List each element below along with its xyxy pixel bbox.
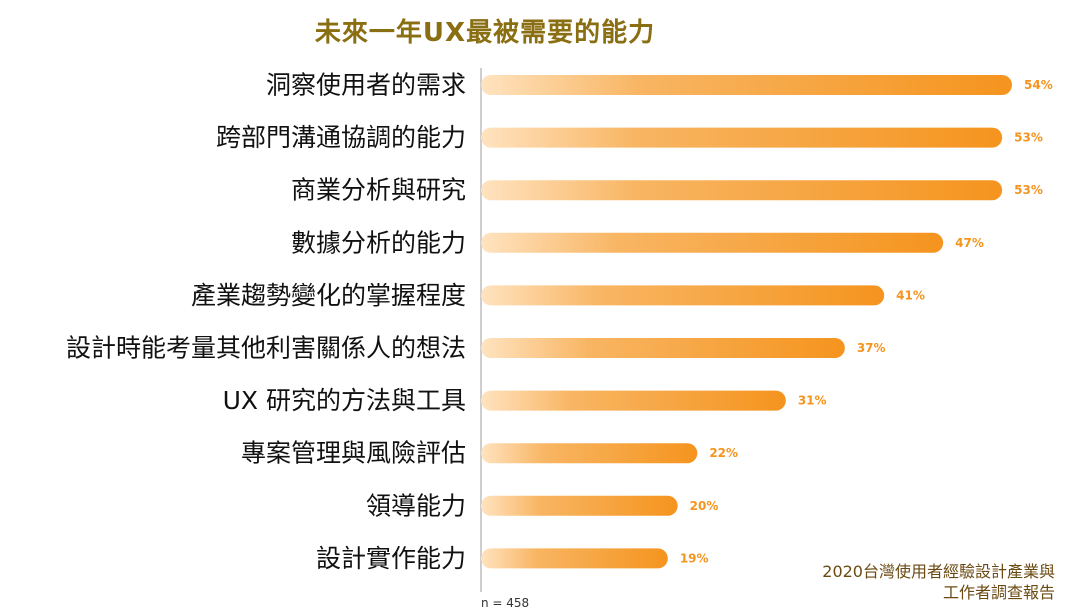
- bar-0: [481, 75, 1012, 95]
- value-label-8: 20%: [690, 499, 719, 513]
- category-label-2: 商業分析與研究: [291, 176, 466, 205]
- bar-4: [481, 285, 885, 306]
- value-label-9: 19%: [680, 551, 709, 565]
- category-label-1: 跨部門溝通協調的能力: [216, 123, 466, 152]
- source-note: 2020台灣使用者經驗設計產業與 工作者調查報告: [822, 561, 1055, 603]
- source-line-2: 工作者調查報告: [942, 583, 1055, 602]
- category-label-9: 設計實作能力: [316, 544, 466, 573]
- value-label-2: 53%: [1014, 183, 1043, 197]
- category-label-7: 專案管理與風險評估: [241, 439, 466, 468]
- value-label-4: 41%: [896, 288, 925, 302]
- category-label-8: 領導能力: [366, 491, 466, 520]
- source-line-1: 2020台灣使用者經驗設計產業與: [822, 562, 1055, 581]
- value-label-5: 37%: [857, 341, 886, 355]
- value-label-6: 31%: [798, 394, 827, 408]
- bar-8: [481, 495, 678, 516]
- bar-7: [481, 443, 698, 464]
- bar-3: [481, 232, 944, 253]
- bar-5: [481, 338, 845, 358]
- bars-group: [481, 75, 1012, 569]
- value-labels-group: 54% 53% 53% 47% 41% 37% 31% 22% 20% 19%: [680, 78, 1053, 565]
- chart-title: 未來一年UX最被需要的能力: [314, 18, 656, 48]
- category-label-4: 產業趨勢變化的掌握程度: [191, 281, 466, 310]
- bar-6: [481, 390, 786, 411]
- bar-2: [481, 180, 1003, 201]
- value-label-3: 47%: [955, 236, 984, 250]
- category-label-5: 設計時能考量其他利害關係人的想法: [66, 334, 466, 363]
- bar-1: [481, 127, 1003, 148]
- category-label-6: UX 研究的方法與工具: [223, 386, 466, 415]
- category-label-0: 洞察使用者的需求: [266, 71, 466, 100]
- category-labels-group: 洞察使用者的需求跨部門溝通協調的能力商業分析與研究數據分析的能力產業趨勢變化的掌…: [66, 71, 466, 573]
- value-label-7: 22%: [709, 446, 738, 460]
- sample-size-note: n = 458: [481, 596, 530, 610]
- category-label-3: 數據分析的能力: [291, 228, 466, 257]
- bar-9: [481, 548, 668, 569]
- value-label-0: 54%: [1024, 78, 1053, 92]
- value-label-1: 53%: [1014, 131, 1043, 145]
